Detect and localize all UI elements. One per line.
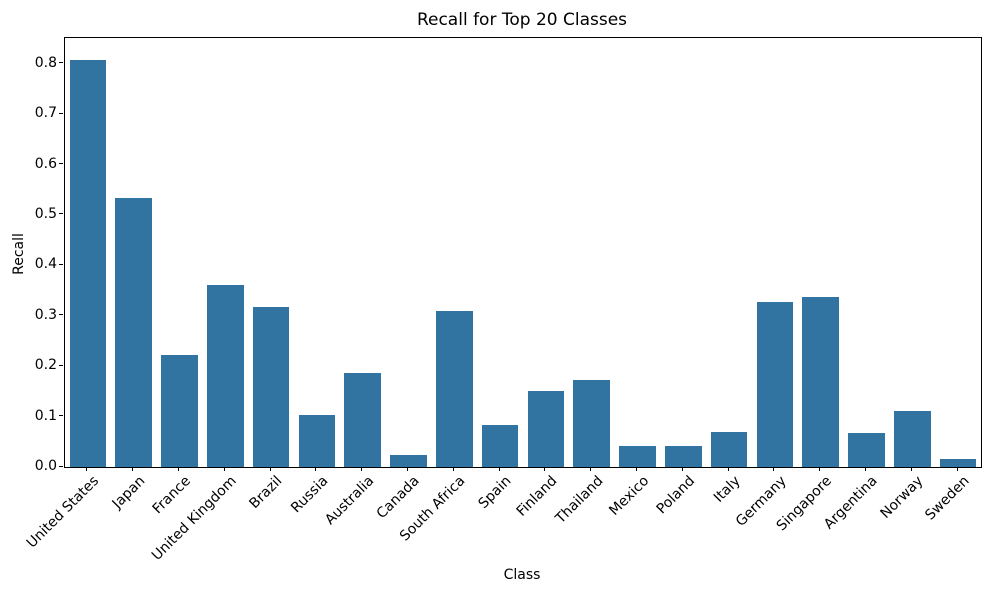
- plot-area: [64, 37, 982, 468]
- x-tick-label-spain: Spain: [475, 473, 515, 512]
- x-tick-label-united-kingdom: United Kingdom: [148, 473, 240, 564]
- bar-argentina: [848, 432, 885, 467]
- y-tick-mark: [59, 163, 63, 165]
- x-tick-mark: [132, 467, 134, 471]
- x-tick-label-russia: Russia: [288, 473, 332, 517]
- x-tick-mark: [407, 467, 408, 471]
- x-tick-mark: [178, 467, 179, 471]
- x-tick-mark: [86, 467, 88, 471]
- y-tick-label: 0.0: [34, 458, 57, 474]
- x-tick-label-norway: Norway: [877, 473, 927, 522]
- x-tick-mark: [590, 467, 592, 471]
- x-tick-label-australia: Australia: [321, 473, 378, 529]
- bar-united-kingdom: [206, 285, 244, 467]
- bar-united-states: [69, 59, 107, 467]
- y-axis-label: Recall: [11, 233, 27, 275]
- y-tick-label: 0.5: [34, 205, 57, 222]
- bar-france: [161, 355, 198, 467]
- bar-germany: [756, 302, 794, 467]
- bar-italy: [710, 432, 748, 467]
- x-tick-label-thailand: Thailand: [552, 473, 607, 527]
- bar-spain: [481, 424, 519, 467]
- bar-mexico: [619, 446, 656, 467]
- y-tick-label: 0.4: [34, 256, 57, 273]
- x-tick-mark: [361, 467, 363, 471]
- x-tick-mark: [544, 467, 546, 471]
- x-tick-mark: [315, 467, 317, 471]
- y-tick-mark: [59, 465, 63, 467]
- y-tick-label: 0.8: [34, 54, 57, 71]
- x-tick-label-italy: Italy: [710, 473, 744, 506]
- bar-japan: [115, 197, 152, 467]
- x-tick-label-japan: Japan: [109, 473, 149, 512]
- x-tick-label-sweden: Sweden: [921, 473, 973, 524]
- y-tick-mark: [59, 263, 63, 265]
- y-tick-mark: [59, 314, 63, 316]
- bar-brazil: [252, 307, 290, 467]
- y-tick-mark: [59, 415, 63, 417]
- y-tick-label: 0.6: [34, 155, 57, 172]
- y-tick-label: 0.7: [34, 105, 57, 122]
- y-tick-mark: [59, 213, 63, 215]
- x-tick-label-united-states: United States: [23, 473, 103, 552]
- y-tick-label: 0.2: [34, 357, 57, 374]
- bar-sweden: [939, 458, 977, 467]
- y-tick-mark: [59, 112, 63, 114]
- x-tick-mark: [223, 467, 225, 471]
- x-tick-label-poland: Poland: [653, 473, 698, 518]
- bar-poland: [664, 445, 702, 467]
- bar-thailand: [573, 379, 610, 467]
- bar-russia: [298, 415, 336, 467]
- x-tick-mark: [727, 467, 729, 471]
- x-tick-mark: [269, 467, 271, 471]
- x-tick-mark: [636, 467, 637, 471]
- bar-singapore: [802, 297, 839, 467]
- x-tick-label-brazil: Brazil: [246, 473, 286, 512]
- bar-finland: [527, 390, 565, 467]
- x-tick-mark: [910, 467, 912, 471]
- x-tick-mark: [681, 467, 683, 471]
- x-tick-mark: [498, 467, 500, 471]
- bar-australia: [344, 373, 381, 467]
- x-tick-mark: [956, 467, 958, 471]
- x-axis-label: Class: [503, 567, 541, 583]
- y-tick-mark: [59, 364, 63, 366]
- x-tick-label-mexico: Mexico: [605, 473, 652, 519]
- y-tick-mark: [59, 62, 63, 64]
- x-tick-mark: [452, 467, 454, 471]
- y-tick-label: 0.3: [34, 306, 57, 323]
- bar-south-africa: [435, 310, 473, 467]
- x-tick-mark: [819, 467, 821, 471]
- chart-title: Recall for Top 20 Classes: [416, 10, 628, 30]
- x-tick-label-france: France: [149, 473, 194, 518]
- x-tick-mark: [865, 467, 866, 471]
- x-tick-mark: [773, 467, 775, 471]
- bar-norway: [893, 410, 931, 467]
- bar-canada: [390, 455, 427, 467]
- y-tick-label: 0.1: [34, 407, 57, 424]
